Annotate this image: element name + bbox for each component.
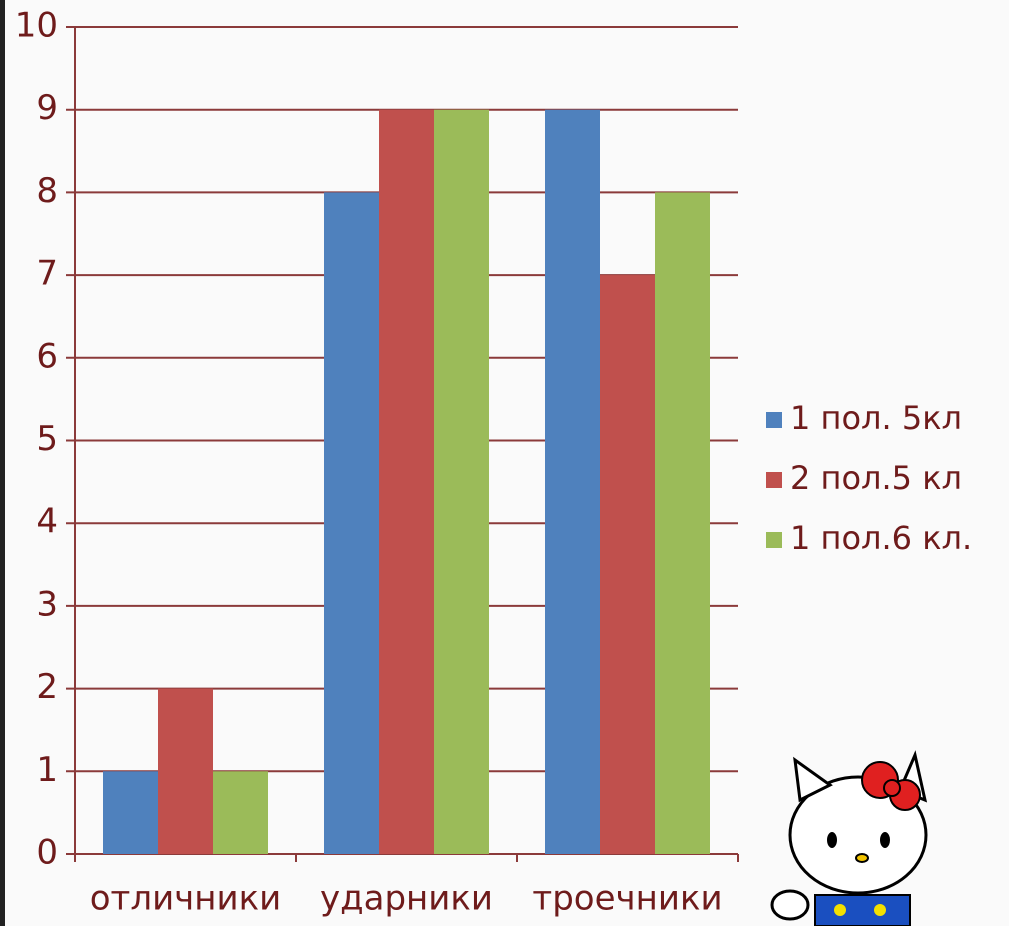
bar: [655, 192, 710, 854]
legend-swatch: [766, 472, 782, 488]
y-tick-label: 6: [36, 336, 58, 376]
bar: [324, 192, 379, 854]
edge-strip: [0, 0, 5, 926]
y-tick-label: 4: [36, 502, 58, 542]
x-tick-label: отличники: [90, 879, 281, 919]
legend-label: 2 пол.5 кл: [790, 459, 962, 497]
y-tick-label: 10: [15, 6, 58, 46]
y-tick-label: 9: [36, 88, 58, 128]
decoration: [772, 755, 926, 926]
y-tick-label: 3: [36, 584, 58, 624]
bar: [379, 110, 434, 854]
y-tick-label: 2: [36, 667, 58, 707]
y-tick-label: 8: [36, 171, 58, 211]
legend-label: 1 пол.6 кл.: [790, 519, 972, 557]
bar: [545, 110, 600, 854]
y-tick-label: 1: [36, 750, 58, 790]
x-tick-label: троечники: [532, 879, 722, 919]
bar: [434, 110, 489, 854]
legend-swatch: [766, 532, 782, 548]
y-tick-label: 7: [36, 254, 58, 294]
bar: [103, 771, 158, 854]
legend-label: 1 пол. 5кл: [790, 399, 962, 437]
y-tick-label: 0: [36, 833, 58, 873]
x-tick-label: ударники: [320, 879, 493, 919]
bar: [158, 689, 213, 854]
y-tick-label: 5: [36, 419, 58, 459]
bar: [213, 771, 268, 854]
legend-swatch: [766, 412, 782, 428]
chart: 0 1 2 3 4 5 6 7 8 9 10 отличники ударники троечники 1 …: [0, 0, 1009, 926]
bar: [600, 275, 655, 854]
